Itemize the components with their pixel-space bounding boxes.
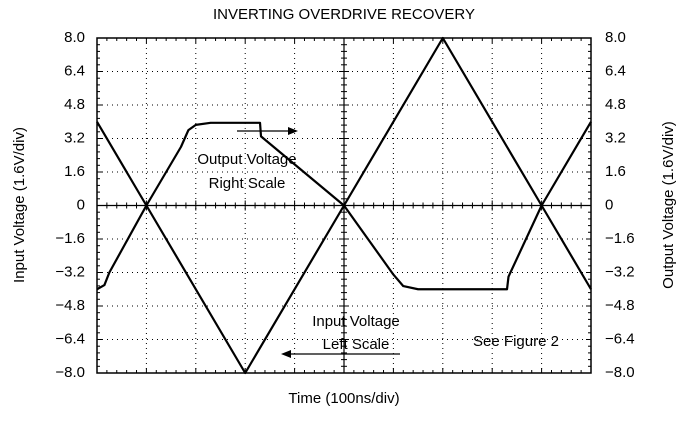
plot-frame	[96, 37, 592, 374]
y2-tick-label: 6.4	[605, 62, 626, 79]
x-axis-label: Time (100ns/div)	[288, 390, 399, 407]
annotation: See Figure 2	[473, 333, 559, 350]
y-tick-label: 6.4	[64, 62, 85, 79]
y-tick-label: −3.2	[55, 263, 85, 280]
y-tick-label: 4.8	[64, 96, 85, 113]
y-tick-label: −8.0	[55, 364, 85, 381]
annotation: Right Scale	[209, 175, 286, 192]
annotation: Output Voltage	[197, 151, 296, 168]
annotation: Left Scale	[323, 336, 390, 353]
y2-tick-label: 8.0	[605, 29, 626, 46]
y2-tick-label: 0	[605, 196, 613, 213]
y2-tick-label: 1.6	[605, 163, 626, 180]
y2-tick-label: 3.2	[605, 129, 626, 146]
y-tick-label: −4.8	[55, 297, 85, 314]
arrow-head	[288, 127, 298, 135]
y-tick-label: 0	[77, 196, 85, 213]
y-tick-label: −6.4	[55, 330, 85, 347]
y2-tick-label: −1.6	[605, 230, 635, 247]
y-tick-label: 3.2	[64, 129, 85, 146]
y-axis-label: Input Voltage (1.6V/div)	[11, 127, 28, 283]
annotation: Input Voltage	[312, 313, 400, 330]
y2-tick-label: 4.8	[605, 96, 626, 113]
y2-tick-label: −8.0	[605, 364, 635, 381]
y-tick-label: 8.0	[64, 29, 85, 46]
arrow-head	[281, 350, 291, 358]
chart-title: INVERTING OVERDRIVE RECOVERY	[213, 6, 475, 23]
y-tick-label: −1.6	[55, 230, 85, 247]
y2-axis-label: Output Voltage (1.6V/div)	[660, 121, 677, 289]
series-line	[96, 121, 592, 291]
y-tick-label: 1.6	[64, 163, 85, 180]
y2-tick-label: −3.2	[605, 263, 635, 280]
y2-tick-label: −4.8	[605, 297, 635, 314]
y2-tick-label: −6.4	[605, 330, 635, 347]
